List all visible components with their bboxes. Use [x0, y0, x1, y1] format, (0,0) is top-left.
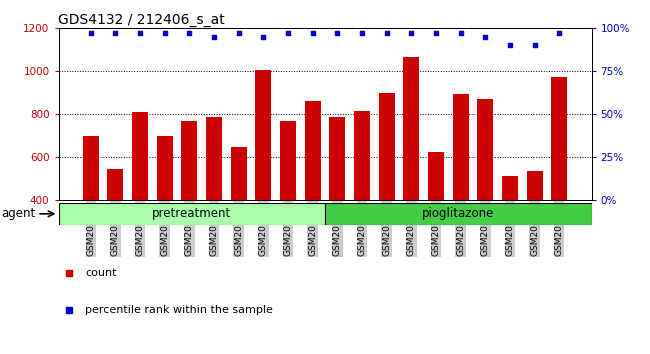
Text: GDS4132 / 212406_s_at: GDS4132 / 212406_s_at: [58, 13, 226, 27]
Point: [307, 31, 318, 36]
Point: [529, 43, 539, 48]
Point: [554, 31, 564, 36]
Point: [382, 31, 392, 36]
Text: agent: agent: [1, 207, 36, 220]
Point: [233, 31, 244, 36]
Bar: [107, 169, 124, 286]
Bar: [403, 57, 419, 286]
Bar: [181, 121, 198, 286]
Point: [431, 31, 441, 36]
Point: [135, 31, 145, 36]
Text: pretreatment: pretreatment: [152, 207, 231, 220]
Bar: [83, 136, 99, 286]
Bar: [330, 118, 345, 286]
Point: [159, 31, 170, 36]
Bar: [526, 171, 543, 286]
Bar: [354, 111, 370, 286]
Point: [209, 34, 219, 40]
Bar: [477, 99, 493, 286]
Point: [86, 31, 96, 36]
Bar: [452, 94, 469, 286]
Bar: [255, 70, 271, 286]
Bar: [325, 203, 592, 225]
Point: [332, 31, 343, 36]
Point: [111, 31, 121, 36]
Point: [283, 31, 293, 36]
Point: [456, 31, 466, 36]
Bar: [428, 152, 444, 286]
Bar: [58, 203, 325, 225]
Bar: [157, 136, 173, 286]
Point: [480, 34, 491, 40]
Point: [184, 31, 194, 36]
Bar: [305, 101, 320, 286]
Bar: [231, 147, 247, 286]
Text: percentile rank within the sample: percentile rank within the sample: [85, 305, 273, 315]
Bar: [502, 176, 518, 286]
Point: [357, 31, 367, 36]
Bar: [132, 112, 148, 286]
Text: count: count: [85, 268, 116, 278]
Bar: [206, 118, 222, 286]
Bar: [379, 93, 395, 286]
Text: pioglitazone: pioglitazone: [422, 207, 495, 220]
Bar: [551, 76, 567, 286]
Point: [406, 31, 417, 36]
Bar: [280, 121, 296, 286]
Point: [505, 43, 515, 48]
Point: [258, 34, 268, 40]
